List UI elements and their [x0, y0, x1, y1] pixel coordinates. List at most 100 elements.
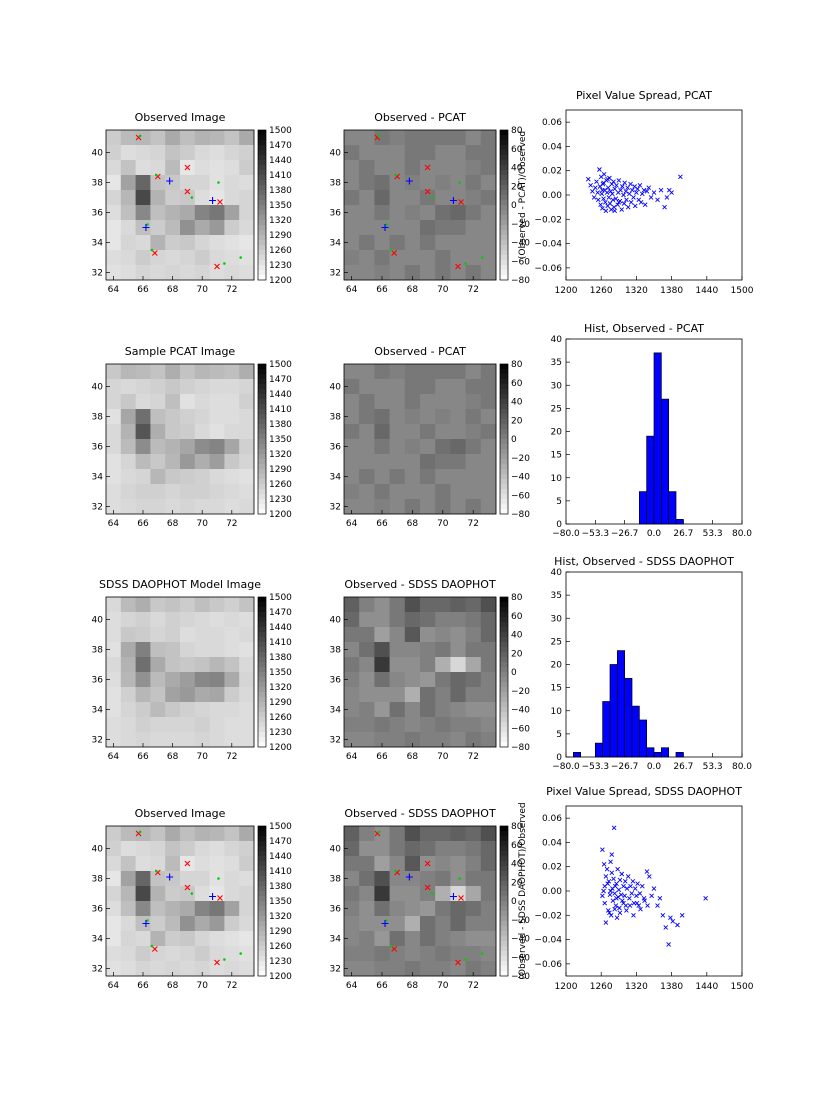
heatmap-cell	[165, 901, 181, 917]
colorbar-step	[500, 687, 508, 693]
colorbar-step	[258, 489, 266, 495]
heatmap-cell	[120, 379, 136, 395]
heatmap-cell	[224, 379, 240, 395]
heatmap-cell	[480, 702, 497, 718]
source-marker-dot	[217, 877, 220, 880]
heatmap-cell	[106, 856, 122, 872]
x-tick-label: 66	[137, 752, 149, 762]
heatmap-cell	[239, 235, 255, 251]
heatmap-cell	[180, 886, 196, 902]
heatmap-cell	[374, 130, 390, 146]
heatmap-cell	[135, 409, 151, 425]
heatmap-cell	[359, 250, 375, 266]
colorbar-step	[258, 160, 266, 166]
histogram-bar	[638, 719, 648, 758]
heatmap-cell	[480, 856, 497, 872]
y-tick-label: 40	[330, 616, 342, 626]
colorbar-step	[258, 871, 266, 877]
heatmap-cell	[120, 175, 136, 191]
y-tick-label: 36	[330, 905, 342, 915]
scatter-point	[606, 195, 612, 200]
heatmap-cell	[106, 916, 122, 932]
x-tick-label: 70	[437, 752, 449, 762]
y-tick-label: −0.02	[534, 911, 562, 921]
heatmap-cell	[404, 394, 421, 410]
colorbar-tick-label: 1230	[269, 957, 292, 967]
heatmap-cell	[239, 627, 255, 643]
colorbar-step	[500, 677, 508, 683]
heatmap-cell	[224, 145, 240, 161]
heatmap-cell	[239, 364, 255, 380]
heatmap-cell	[106, 439, 122, 455]
heatmap-cell	[404, 190, 421, 206]
heatmap-cell	[224, 220, 240, 236]
heatmap-cell	[135, 826, 151, 842]
heatmap-cell	[239, 871, 255, 887]
colorbar-step	[500, 612, 508, 618]
heatmap-cell	[404, 145, 421, 161]
heatmap-cell	[165, 841, 181, 857]
colorbar-tick-label: −80	[511, 972, 530, 982]
colorbar-step	[258, 185, 266, 191]
heatmap-cell	[465, 961, 482, 977]
colorbar-step	[500, 404, 508, 410]
heatmap-cell	[374, 250, 390, 266]
heatmap-cell	[344, 597, 360, 613]
x-tick-label: 66	[137, 981, 149, 991]
colorbar-tick-label: 1200	[269, 743, 292, 753]
heatmap-cell	[389, 627, 406, 643]
colorbar-step	[258, 484, 266, 490]
heatmap-cell	[389, 931, 406, 947]
colorbar-step	[258, 459, 266, 465]
heatmap-cell	[239, 961, 255, 977]
scatter-point	[614, 915, 620, 921]
heatmap-cell	[480, 205, 497, 221]
scatter-point	[603, 874, 609, 879]
heatmap-cell	[194, 886, 210, 902]
colorbar-step	[500, 394, 508, 400]
scatter-point	[625, 185, 630, 191]
heatmap-cell	[404, 454, 421, 470]
heatmap-cell	[404, 856, 421, 872]
x-tick-label: 68	[167, 752, 179, 762]
colorbar-step	[258, 916, 266, 922]
scatter-point	[666, 942, 671, 947]
heatmap-cell	[239, 160, 255, 176]
y-tick-label: 34	[92, 239, 104, 249]
colorbar-step	[500, 841, 508, 847]
heatmap-cell	[435, 826, 451, 842]
heatmap-cell	[374, 717, 390, 733]
scatter-point	[605, 176, 610, 182]
colorbar-step	[500, 956, 508, 962]
scatter-point	[614, 881, 619, 887]
heatmap-cell	[120, 145, 136, 161]
heatmap-cell	[165, 205, 181, 221]
source-marker-dot	[481, 952, 484, 955]
heatmap-cell	[180, 190, 196, 206]
colorbar-tick-label: −20	[511, 454, 530, 464]
heatmap-cell	[165, 627, 181, 643]
heatmap-cell	[374, 454, 390, 470]
heatmap-cell	[389, 250, 406, 266]
heatmap-cell	[450, 220, 466, 236]
colorbar-tick-label: −40	[511, 935, 530, 945]
heatmap-cell	[480, 687, 497, 703]
y-tick-label: 32	[92, 736, 103, 746]
colorbar-step	[258, 836, 266, 842]
heatmap-cell	[435, 642, 451, 658]
scatter-point	[601, 888, 606, 894]
heatmap-cell	[435, 265, 451, 281]
heatmap-cell	[389, 499, 406, 515]
heatmap-cell	[209, 916, 225, 932]
heatmap-cell	[389, 856, 406, 872]
heatmap-cell	[389, 642, 406, 658]
y-tick-label: 0	[556, 520, 562, 530]
heatmap-cell	[165, 220, 181, 236]
x-tick-label: 66	[376, 981, 388, 991]
colorbar-step	[258, 846, 266, 852]
scatter-point	[616, 178, 622, 183]
y-tick-label: −0.06	[534, 264, 562, 274]
heatmap-cell	[194, 687, 210, 703]
scatter-point	[649, 893, 654, 899]
scatter-point	[620, 898, 625, 904]
